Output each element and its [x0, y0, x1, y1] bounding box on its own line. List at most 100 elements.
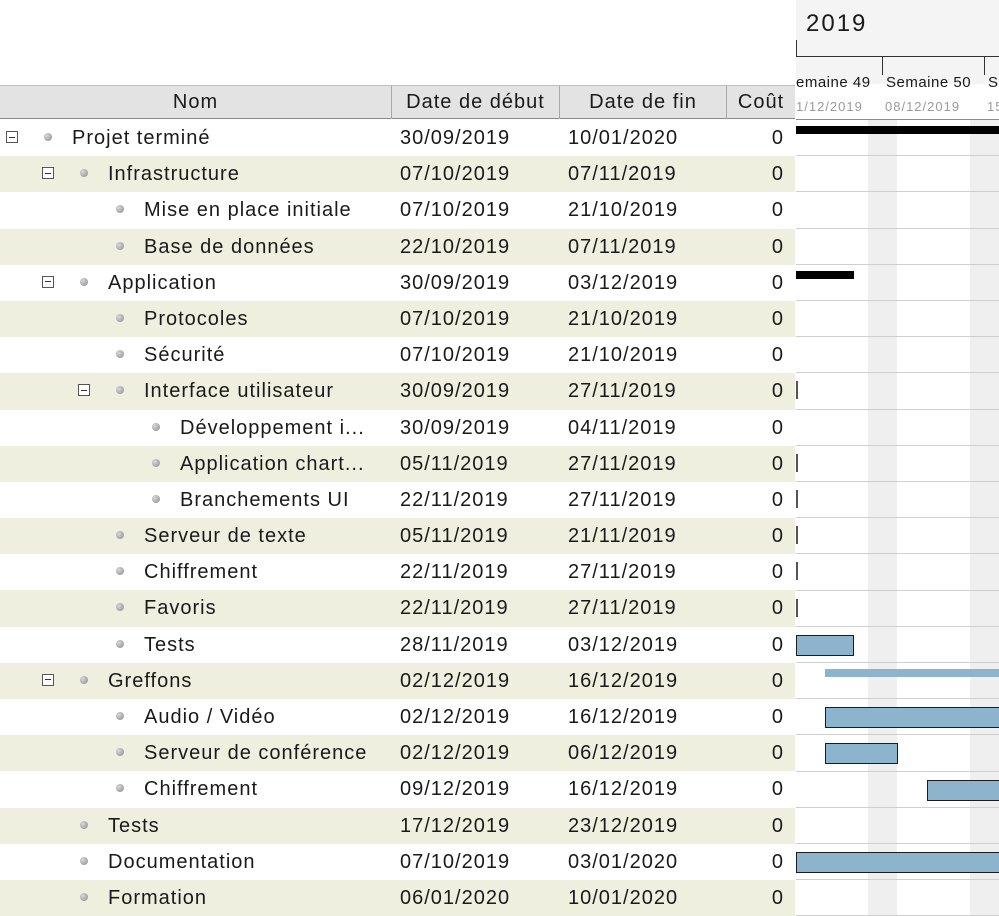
task-row[interactable]: Formation 06/01/2020 10/01/2020 0 [0, 879, 795, 916]
task-row[interactable]: Documentation 07/10/2019 03/01/2020 0 [0, 844, 795, 880]
gantt-summary-bar[interactable] [796, 270, 855, 279]
task-row[interactable]: Serveur de conférence 02/12/2019 06/12/201… [0, 735, 795, 772]
gantt-task-bar[interactable] [796, 852, 999, 873]
task-cost: 0 [771, 307, 784, 330]
task-start-date: 02/12/2019 [400, 742, 511, 765]
task-cost: 0 [771, 271, 784, 294]
gantt-task-bar[interactable] [927, 779, 999, 801]
task-bullet-icon [152, 494, 160, 503]
task-name: Greffons [108, 669, 193, 692]
task-row[interactable]: Greffons 02/12/2019 16/12/2019 0 [0, 662, 795, 699]
collapse-toggle-icon[interactable] [42, 167, 54, 180]
task-row[interactable]: Infrastructure 07/10/2019 07/11/2019 0 [0, 156, 795, 193]
gantt-row [796, 373, 999, 410]
gantt-edge-marker [796, 598, 798, 617]
task-bullet-icon [116, 531, 124, 540]
task-row[interactable]: Mise en place initiale 07/10/2019 21/10/20… [0, 192, 795, 228]
gantt-task-bar[interactable] [825, 707, 999, 729]
task-bullet-icon [116, 386, 124, 395]
gantt-summary-bar[interactable] [796, 126, 999, 134]
task-cost: 0 [771, 163, 784, 186]
task-end-date: 27/11/2019 [568, 561, 677, 584]
timeline-year-band [796, 0, 999, 84]
column-header-cost[interactable]: Coût [737, 91, 785, 113]
task-end-date: 16/12/2019 [568, 669, 679, 692]
gantt-row [796, 120, 999, 157]
task-end-date: 21/11/2019 [568, 525, 677, 548]
collapse-toggle-icon[interactable] [6, 131, 18, 143]
week-date: 1/12/2019 [796, 99, 863, 114]
collapse-toggle-icon[interactable] [78, 384, 90, 397]
task-row[interactable]: Sécurité 07/10/2019 21/10/2019 0 [0, 337, 795, 373]
column-header-start[interactable]: Date de début [392, 86, 560, 119]
gantt-edge-marker [796, 490, 798, 508]
gantt-chart: 2019 emaine 49 Semaine 50 S 1/12/2019 08… [796, 0, 999, 916]
task-row[interactable]: Chiffrement 09/12/2019 16/12/2019 0 [0, 771, 795, 807]
task-cost: 0 [771, 235, 784, 258]
gantt-row [796, 192, 999, 229]
task-bullet-icon [116, 748, 124, 757]
task-row[interactable]: Projet terminé 30/09/2019 10/01/2020 0 [0, 120, 795, 156]
gantt-edge-marker [796, 526, 798, 545]
gantt-row [796, 301, 999, 338]
task-bullet-icon [80, 169, 88, 178]
gantt-row [796, 844, 999, 881]
gantt-row [796, 265, 999, 301]
task-row[interactable]: Protocoles 07/10/2019 21/10/2019 0 [0, 300, 795, 338]
gantt-row [796, 337, 999, 374]
task-name: Chiffrement [144, 778, 259, 801]
task-cost: 0 [771, 778, 784, 801]
gantt-row [796, 735, 999, 772]
task-row[interactable]: Chiffrement 22/11/2019 27/11/2019 0 [0, 554, 795, 590]
gantt-row [796, 554, 999, 591]
task-bullet-icon [80, 856, 88, 865]
task-row[interactable]: Application chart... 05/11/2019 27/11/2019… [0, 445, 795, 482]
task-cost: 0 [771, 488, 784, 511]
task-end-date: 27/11/2019 [568, 597, 677, 620]
gantt-row [796, 772, 999, 808]
task-start-date: 30/09/2019 [400, 127, 511, 149]
column-header-name[interactable]: Nom [0, 86, 392, 119]
task-row[interactable]: Application 30/09/2019 03/12/2019 0 [0, 265, 795, 301]
task-row[interactable]: Base de données 22/10/2019 07/11/2019 0 [0, 228, 795, 265]
column-header-end[interactable]: Date de fin [560, 86, 727, 119]
task-start-date: 06/01/2020 [400, 886, 511, 909]
task-row[interactable]: Développement i... 30/09/2019 04/11/2019 0 [0, 410, 795, 446]
task-end-date: 16/12/2019 [568, 706, 679, 728]
task-bullet-icon [152, 458, 160, 467]
task-row[interactable]: Tests 17/12/2019 23/12/2019 0 [0, 807, 795, 844]
task-end-date: 27/11/2019 [568, 452, 677, 475]
task-row[interactable]: Favoris 22/11/2019 27/11/2019 0 [0, 590, 795, 627]
gantt-task-bar[interactable] [796, 634, 855, 656]
gantt-edge-marker [796, 562, 798, 581]
task-bullet-icon [44, 133, 52, 141]
timeline-year-label: 2019 [806, 10, 868, 37]
task-start-date: 30/09/2019 [400, 271, 511, 294]
task-name: Protocoles [144, 307, 249, 330]
task-end-date: 21/10/2019 [568, 344, 679, 367]
task-end-date: 10/01/2020 [568, 886, 679, 909]
timeline-week-header [796, 57, 999, 120]
week-label: emaine 49 [796, 74, 871, 91]
task-end-date: 21/10/2019 [568, 199, 679, 222]
task-cost: 0 [771, 561, 784, 584]
task-cost: 0 [771, 886, 784, 909]
collapse-toggle-icon[interactable] [42, 673, 54, 686]
task-start-date: 22/11/2019 [400, 597, 509, 620]
task-end-date: 04/11/2019 [568, 416, 677, 439]
gantt-task-bar[interactable] [825, 743, 899, 765]
gantt-row [796, 482, 999, 519]
collapse-toggle-icon[interactable] [42, 275, 54, 288]
task-row[interactable]: Interface utilisateur 30/09/2019 27/11/201… [0, 373, 795, 410]
task-name: Chiffrement [144, 561, 259, 584]
gantt-row [796, 591, 999, 627]
task-bullet-icon [116, 603, 124, 612]
task-row[interactable]: Audio / Vidéo 02/12/2019 16/12/2019 0 [0, 699, 795, 735]
gantt-summary-bar[interactable] [825, 669, 999, 677]
task-end-date: 07/11/2019 [568, 163, 677, 186]
task-name: Interface utilisateur [144, 380, 334, 403]
task-row[interactable]: Tests 28/11/2019 03/12/2019 0 [0, 627, 795, 663]
gantt-row [796, 156, 999, 193]
task-row[interactable]: Branchements UI 22/11/2019 27/11/2019 0 [0, 482, 795, 518]
task-row[interactable]: Serveur de texte 05/11/2019 21/11/2019 0 [0, 518, 795, 555]
